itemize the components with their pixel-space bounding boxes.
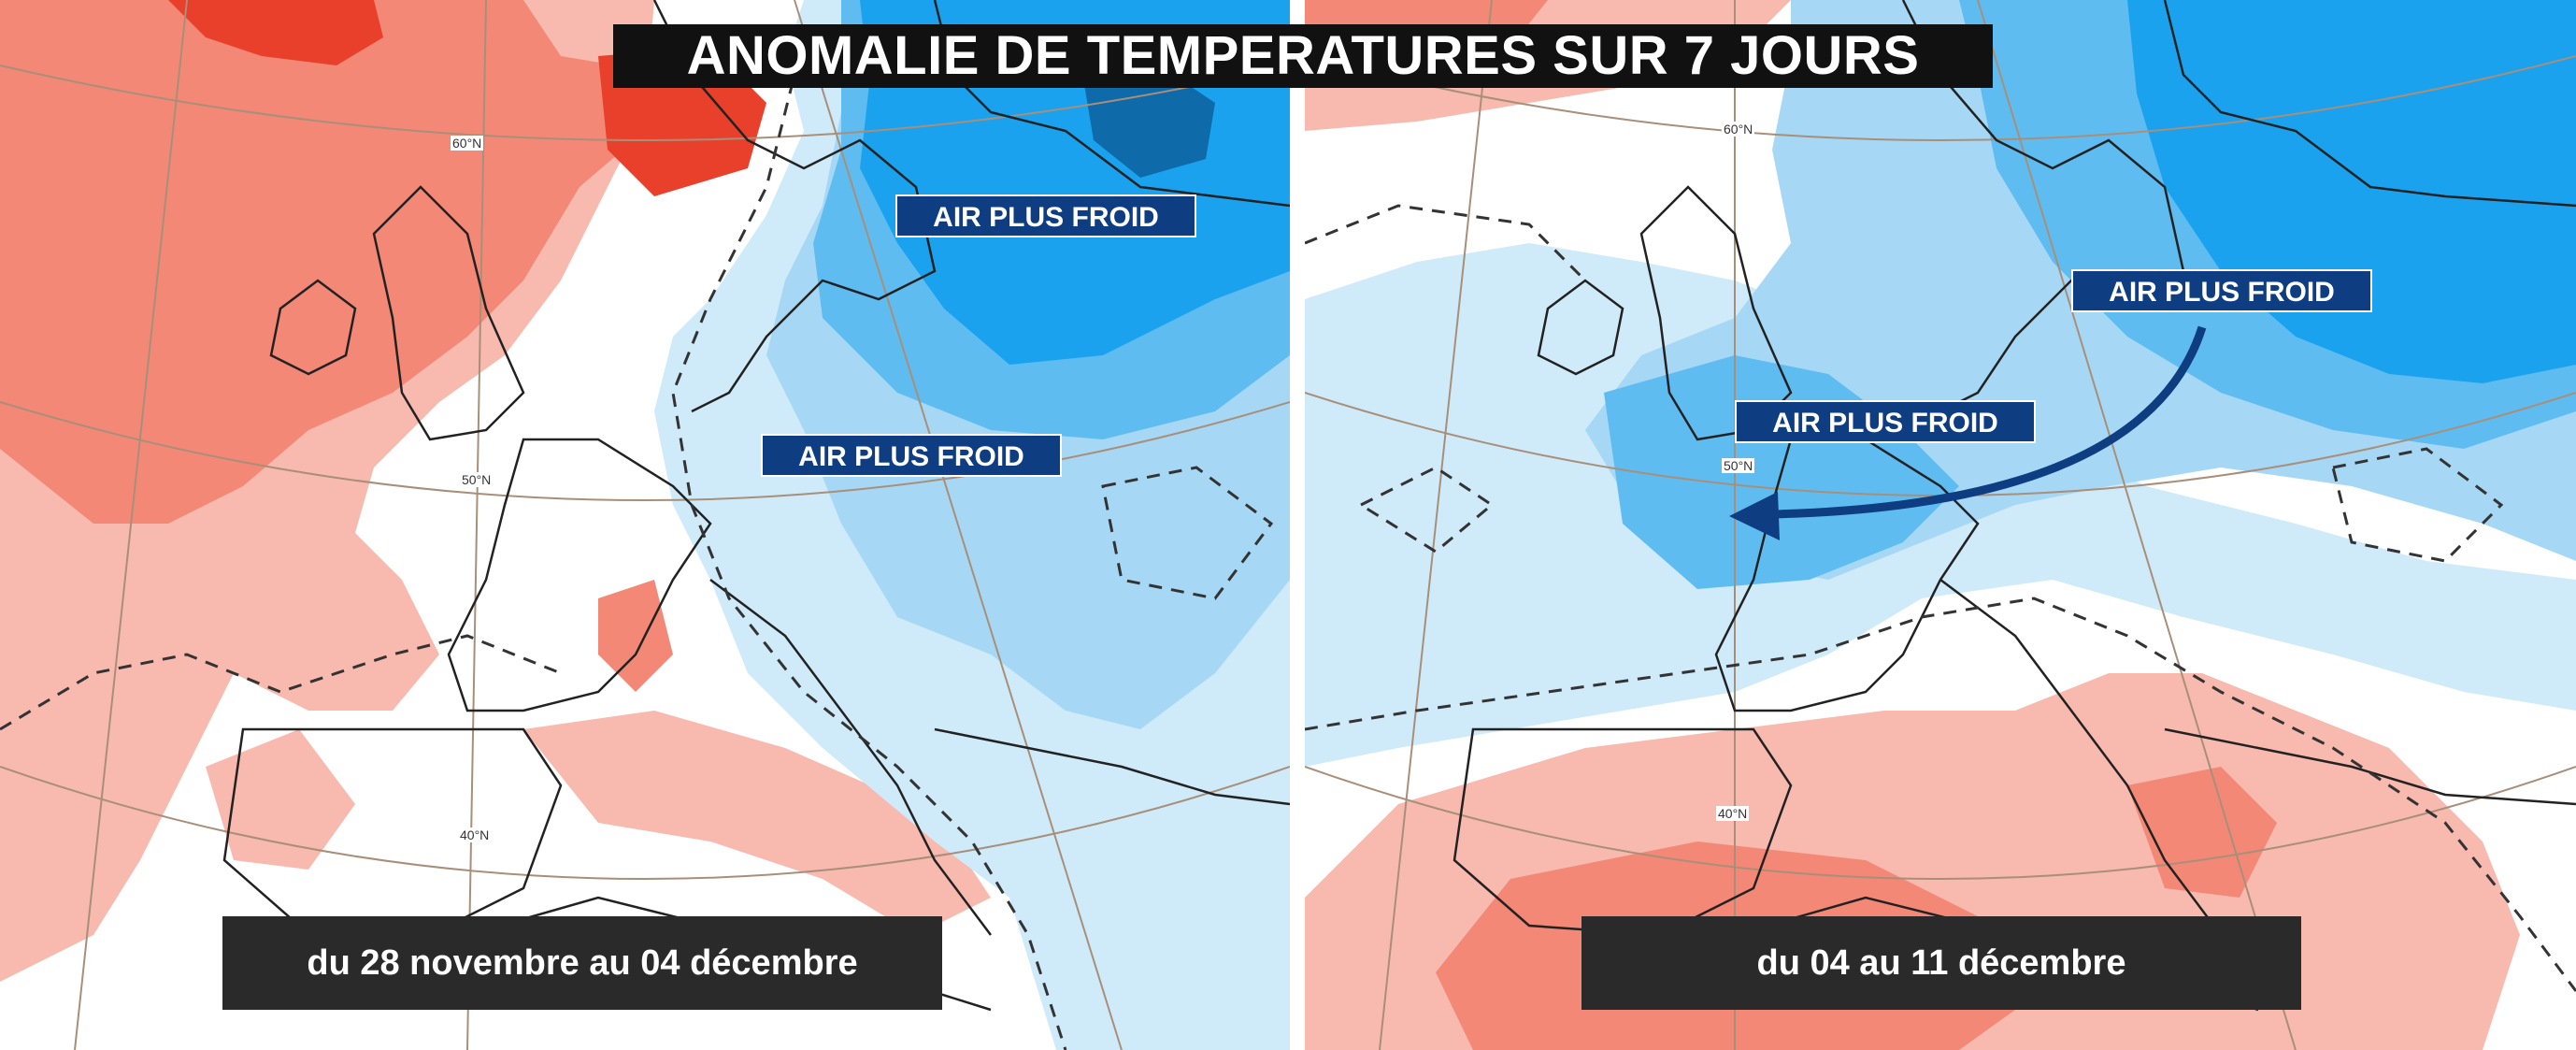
warm-anomaly-area xyxy=(598,580,673,692)
cold-air-label: AIR PLUS FROID xyxy=(895,194,1196,237)
cold-anomaly-area xyxy=(1084,65,1215,178)
map-panel-right: 60°N 50°N 40°N AIR PLUS FROID AIR PLUS F… xyxy=(1305,0,2576,1050)
lat-label-60: 60°N xyxy=(451,136,484,151)
latitude-line xyxy=(0,401,1290,501)
lat-label-60: 60°N xyxy=(1722,122,1755,137)
warm-anomaly-area xyxy=(206,729,355,870)
anomaly-map-right xyxy=(1305,0,2576,1050)
cold-air-flow-arrow xyxy=(1771,325,2207,519)
zero-anomaly-contour xyxy=(0,36,1274,1050)
meridian-line xyxy=(1977,0,2297,1050)
panel-divider xyxy=(1290,0,1305,1050)
lat-label-50: 50°N xyxy=(460,472,494,487)
period-caption-right: du 04 au 11 décembre xyxy=(1581,916,2301,1010)
warm-anomaly-area xyxy=(523,711,991,935)
latitude-line xyxy=(1305,55,2576,141)
cold-air-label: AIR PLUS FROID xyxy=(761,434,1062,477)
arrowhead-icon xyxy=(1729,492,1780,540)
meridian-line xyxy=(1379,0,1493,1050)
lat-label-40: 40°N xyxy=(1716,806,1750,821)
lat-label-50: 50°N xyxy=(1722,458,1755,473)
page-title: ANOMALIE DE TEMPERATURES SUR 7 JOURS xyxy=(613,24,1993,88)
warm-anomaly-area xyxy=(168,0,383,65)
latitude-line xyxy=(0,65,1290,141)
meridian-line xyxy=(466,0,487,1050)
anomaly-map-left xyxy=(0,0,1290,1050)
meridian-line xyxy=(794,0,1123,1050)
cold-air-label: AIR PLUS FROID xyxy=(2071,269,2372,312)
cold-air-label: AIR PLUS FROID xyxy=(1735,400,2036,443)
map-panel-left: 60°N 50°N 40°N AIR PLUS FROID AIR PLUS F… xyxy=(0,0,1290,1050)
lat-label-40: 40°N xyxy=(458,827,492,842)
period-caption-left: du 28 novembre au 04 décembre xyxy=(222,916,942,1010)
latitude-line xyxy=(1305,766,2576,880)
meridian-line xyxy=(74,0,188,1050)
zero-anomaly-contour xyxy=(1305,204,2576,992)
latitude-line xyxy=(0,766,1290,880)
